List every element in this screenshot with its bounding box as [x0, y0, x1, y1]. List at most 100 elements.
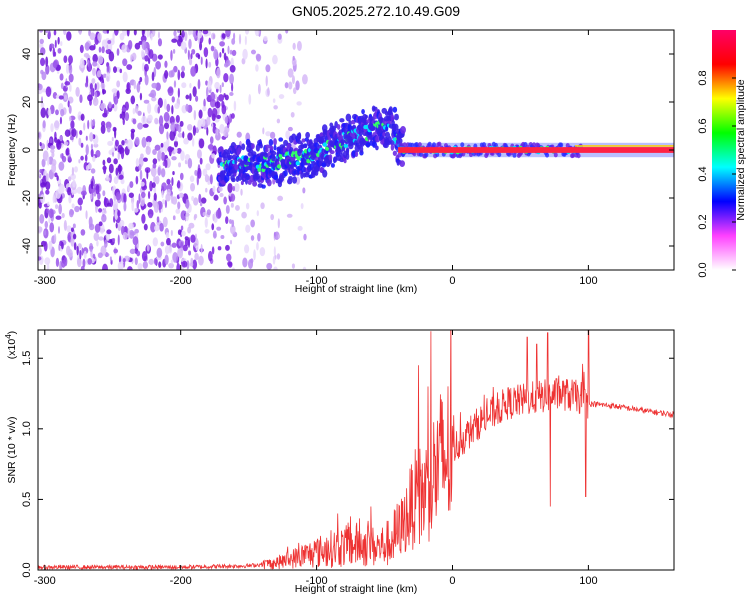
- noise-speckle: [178, 162, 182, 168]
- noise-speckle: [287, 126, 293, 132]
- noise-speckle: [79, 94, 83, 103]
- noise-speckle: [126, 139, 133, 150]
- noise-speckle: [134, 42, 141, 50]
- noise-speckle: [113, 248, 119, 254]
- noise-speckle: [211, 122, 214, 129]
- steady-blob: [399, 142, 404, 148]
- noise-speckle: [92, 155, 96, 163]
- noise-speckle: [167, 86, 174, 97]
- noise-speckle: [221, 33, 226, 39]
- noise-speckle: [213, 49, 219, 60]
- noise-speckle: [216, 128, 219, 136]
- noise-speckle: [234, 182, 240, 193]
- noise-speckle: [156, 247, 163, 258]
- noise-speckle: [102, 190, 106, 197]
- track-blob: [365, 142, 371, 148]
- noise-speckle: [49, 104, 55, 115]
- noise-speckle: [184, 238, 189, 247]
- noise-speckle: [216, 67, 221, 79]
- noise-speckle: [153, 175, 157, 183]
- noise-speckle: [80, 155, 84, 161]
- noise-speckle: [106, 44, 109, 50]
- noise-speckle: [59, 116, 63, 125]
- x-tick-label: -200: [170, 575, 192, 587]
- noise-speckle: [205, 187, 208, 193]
- noise-speckle: [254, 30, 260, 37]
- noise-speckle: [147, 114, 153, 122]
- noise-speckle: [113, 158, 118, 165]
- steady-blob: [452, 152, 457, 158]
- noise-speckle: [277, 234, 281, 239]
- noise-speckle: [180, 41, 187, 51]
- noise-speckle: [179, 172, 184, 181]
- noise-speckle: [193, 215, 197, 221]
- noise-speckle: [65, 63, 70, 74]
- noise-speckle: [170, 49, 173, 61]
- noise-speckle: [60, 41, 63, 47]
- noise-speckle: [292, 42, 296, 50]
- noise-speckle: [45, 181, 51, 191]
- spectrogram-content: [38, 30, 674, 270]
- snr-panel: -300 -200 -100 0 100 0.0 0.5 1.0 1.5 Height of s…: [4, 329, 675, 595]
- noise-speckle: [230, 224, 236, 235]
- x-tick-label: 100: [579, 575, 597, 587]
- noise-speckle: [84, 42, 91, 51]
- noise-speckle: [101, 214, 107, 223]
- noise-speckle: [128, 192, 134, 198]
- noise-speckle: [102, 159, 106, 166]
- track-blob: [278, 137, 284, 142]
- noise-speckle: [78, 159, 81, 164]
- noise-speckle: [207, 80, 212, 91]
- noise-speckle: [147, 102, 152, 114]
- noise-speckle: [90, 180, 94, 190]
- noise-speckle: [112, 66, 117, 73]
- noise-speckle: [177, 87, 180, 99]
- track-blob: [237, 147, 242, 155]
- snr-content: [38, 330, 674, 570]
- noise-speckle: [291, 75, 295, 85]
- noise-speckle: [180, 247, 184, 254]
- noise-speckle: [197, 78, 201, 90]
- noise-speckle: [180, 210, 187, 221]
- noise-speckle: [51, 151, 55, 158]
- noise-speckle: [227, 45, 230, 55]
- snr-scale-close: ): [6, 331, 18, 335]
- noise-speckle: [67, 234, 71, 241]
- noise-speckle: [174, 136, 178, 142]
- noise-speckle: [180, 225, 184, 231]
- noise-speckle: [144, 55, 150, 62]
- noise-speckle: [216, 226, 222, 231]
- noise-speckle: [140, 35, 147, 43]
- noise-speckle: [126, 30, 130, 37]
- noise-speckle: [206, 116, 211, 126]
- noise-speckle: [215, 209, 222, 219]
- noise-speckle: [207, 107, 213, 118]
- noise-speckle: [40, 194, 46, 204]
- steady-blob: [460, 142, 465, 148]
- track-blob: [398, 138, 403, 144]
- track-blob: [227, 154, 234, 160]
- noise-speckle: [61, 213, 65, 219]
- noise-speckle: [290, 111, 295, 118]
- noise-speckle: [229, 239, 233, 245]
- noise-speckle: [171, 177, 174, 186]
- noise-speckle: [39, 38, 44, 45]
- noise-speckle: [273, 105, 278, 110]
- noise-speckle: [102, 89, 107, 95]
- noise-speckle: [250, 258, 254, 264]
- noise-speckle: [267, 87, 270, 96]
- noise-speckle: [89, 193, 93, 200]
- noise-speckle: [127, 227, 130, 239]
- noise-speckle: [296, 40, 302, 51]
- noise-speckle: [173, 148, 178, 153]
- noise-speckle: [225, 244, 230, 251]
- noise-speckle: [242, 48, 248, 60]
- track-blob: [392, 106, 398, 113]
- noise-speckle: [200, 243, 203, 254]
- y-tick-label: 40: [21, 48, 33, 60]
- track-blob: [297, 148, 304, 153]
- noise-speckle: [173, 140, 179, 148]
- noise-speckle: [52, 60, 58, 69]
- noise-speckle: [57, 226, 61, 234]
- noise-speckle: [204, 217, 208, 228]
